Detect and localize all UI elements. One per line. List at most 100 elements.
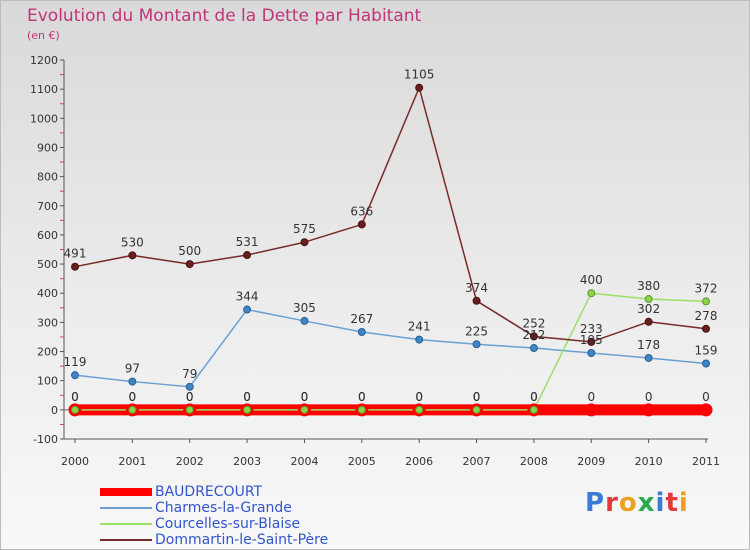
proxiti-logo: Proxiti (585, 488, 689, 518)
legend-item: Dommartin-le-Saint-Père (100, 532, 360, 548)
legend-swatch (100, 539, 152, 541)
legend-label: Courcelles-sur-Blaise (155, 516, 301, 532)
data-label: 0 (415, 390, 423, 404)
data-point (243, 405, 252, 414)
data-label: 302 (637, 302, 660, 316)
data-label: 500 (178, 244, 201, 258)
data-point (587, 337, 596, 346)
data-label: 0 (702, 390, 710, 404)
data-label: 344 (236, 290, 259, 304)
data-point (415, 405, 424, 414)
data-label: 225 (465, 324, 488, 338)
data-point (71, 405, 79, 414)
data-label: 159 (695, 343, 718, 357)
data-label: 0 (645, 390, 653, 404)
y-tick-label: -100 (33, 433, 58, 446)
x-tick-label: 2007 (463, 455, 491, 468)
legend-swatch (100, 523, 152, 525)
data-point (415, 83, 424, 92)
data-point (300, 238, 309, 247)
data-point (472, 340, 481, 349)
y-tick-label: 700 (37, 200, 58, 213)
logo-letter: i (655, 488, 666, 518)
data-label: 0 (301, 390, 309, 404)
data-label: 0 (186, 390, 194, 404)
data-label: 252 (522, 316, 545, 330)
x-tick-label: 2010 (635, 455, 663, 468)
logo-letter: o (618, 488, 638, 518)
logo-letter: P (585, 488, 606, 518)
data-label: 0 (415, 390, 423, 404)
logo-letter: t (665, 488, 679, 518)
data-point (243, 305, 252, 314)
data-label: 267 (350, 312, 373, 326)
data-point (587, 289, 596, 298)
data-point (71, 262, 79, 271)
data-label: 79 (182, 367, 197, 381)
data-label: 0 (473, 390, 481, 404)
x-tick-label: 2004 (290, 455, 318, 468)
data-label: 97 (125, 362, 140, 376)
legend-item: Courcelles-sur-Blaise (100, 516, 360, 532)
data-label: 119 (64, 355, 87, 369)
data-label: 372 (695, 281, 718, 295)
data-point (529, 344, 538, 353)
data-label: 305 (293, 301, 316, 315)
data-point (644, 353, 653, 362)
data-label: 0 (186, 390, 194, 404)
legend-label: Dommartin-le-Saint-Père (155, 532, 329, 548)
y-tick-label: 300 (37, 316, 58, 329)
data-point (529, 332, 538, 341)
data-point (699, 403, 713, 417)
data-point (702, 324, 710, 333)
data-label: 0 (530, 390, 538, 404)
data-point (128, 251, 137, 260)
data-point (644, 317, 653, 326)
data-point (243, 251, 252, 260)
data-label: 241 (408, 320, 431, 334)
data-point (587, 348, 596, 357)
chart-title: Evolution du Montant de la Dette par Hab… (27, 6, 422, 26)
legend-item: BAUDRECOURT (100, 484, 360, 500)
legend-item: Charmes-la-Grande (100, 500, 360, 516)
data-label: 491 (64, 247, 87, 261)
data-point (357, 328, 366, 337)
data-label: 530 (121, 235, 144, 249)
series-line (74, 308, 707, 388)
x-tick-label: 2006 (405, 455, 433, 468)
x-tick-label: 2001 (118, 455, 146, 468)
data-point (71, 371, 79, 380)
data-point (185, 405, 194, 414)
data-label: 636 (350, 204, 373, 218)
data-label: 380 (637, 279, 660, 293)
data-label: 0 (243, 390, 251, 404)
data-point (300, 405, 309, 414)
data-point (415, 335, 424, 344)
data-point (128, 405, 137, 414)
data-label: 374 (465, 281, 488, 295)
data-point (128, 377, 137, 386)
data-label: 0 (243, 390, 251, 404)
data-label: 575 (293, 222, 316, 236)
y-tick-label: 900 (37, 141, 58, 154)
y-tick-label: 600 (37, 229, 58, 242)
legend-label: BAUDRECOURT (155, 484, 263, 500)
data-point (702, 297, 710, 306)
x-tick-label: 2005 (348, 455, 376, 468)
series-line (74, 292, 707, 411)
y-tick-label: 1100 (30, 83, 58, 96)
data-label: 0 (301, 390, 309, 404)
data-label: 0 (358, 390, 366, 404)
data-point (185, 260, 194, 269)
data-point (702, 359, 710, 368)
data-point (300, 316, 309, 325)
y-tick-label: 500 (37, 258, 58, 271)
x-tick-label: 2011 (692, 455, 720, 468)
data-label: 233 (580, 322, 603, 336)
data-label: 0 (530, 390, 538, 404)
data-point (357, 220, 366, 229)
y-tick-label: 100 (37, 375, 58, 388)
data-label: 400 (580, 273, 603, 287)
data-point (185, 382, 194, 391)
data-label: 195 (580, 333, 603, 347)
